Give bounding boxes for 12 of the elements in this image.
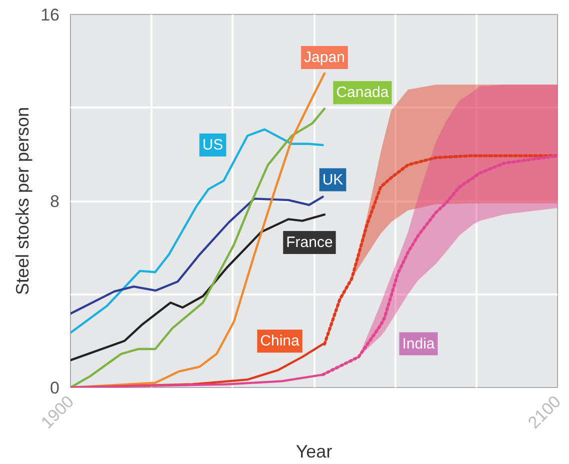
series-label: Japan [304, 48, 345, 66]
y-axis-title: Steel stocks per person [12, 106, 33, 296]
series-label: France [286, 234, 333, 252]
y-tick-label: 8 [50, 192, 60, 211]
series-label: China [260, 332, 300, 350]
series-label: India [402, 335, 436, 352]
y-tick-label: 16 [40, 6, 60, 24]
series-label: UK [322, 171, 344, 188]
series-label: Canada [336, 84, 390, 102]
series-label: US [202, 136, 224, 154]
x-axis-title: Year [296, 442, 332, 462]
y-tick-label: 0 [50, 378, 60, 398]
